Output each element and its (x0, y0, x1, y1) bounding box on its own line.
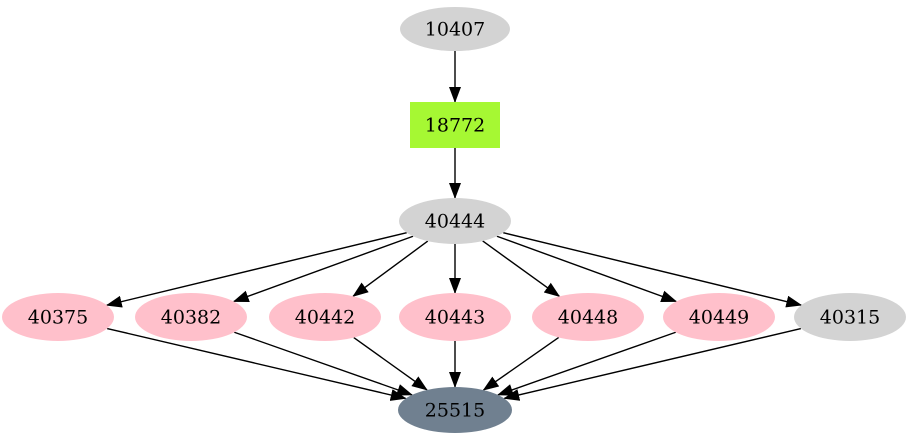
node-40443: 40443 (399, 293, 511, 341)
node-25515-shape (398, 387, 512, 433)
node-40382-shape (135, 293, 247, 341)
node-25515-label: 25515 (425, 399, 485, 421)
edge-40442-25515 (353, 337, 428, 391)
node-18772-shape (410, 102, 500, 148)
node-40448: 40448 (532, 293, 644, 341)
node-40382-label: 40382 (161, 306, 221, 328)
edge-40444-40449 (496, 235, 678, 303)
node-40443-shape (399, 293, 511, 341)
edge-40449-25515 (496, 331, 676, 396)
node-40315: 40315 (794, 293, 906, 341)
node-40448-label: 40448 (558, 306, 618, 328)
edges-layer (105, 51, 803, 401)
edge-40382-25515 (234, 331, 414, 396)
node-10407-label: 10407 (425, 18, 485, 40)
node-40315-label: 40315 (820, 306, 880, 328)
edge-40444-40382 (232, 235, 414, 303)
edge-40444-40375 (105, 231, 407, 308)
edge-40444-40448 (482, 240, 561, 297)
node-40375-shape (2, 293, 114, 341)
node-40448-shape (532, 293, 644, 341)
edge-40444-40315 (503, 232, 803, 308)
node-40444-shape (399, 198, 511, 244)
node-40449: 40449 (663, 293, 775, 341)
edge-40444-40442 (352, 240, 429, 297)
node-40442: 40442 (269, 293, 381, 341)
node-40449-shape (663, 293, 775, 341)
edge-40375-25515 (106, 327, 407, 401)
node-10407: 10407 (400, 7, 510, 51)
node-40444-label: 40444 (425, 210, 485, 232)
node-40382: 40382 (135, 293, 247, 341)
node-40443-label: 40443 (425, 306, 485, 328)
node-40375-label: 40375 (28, 306, 88, 328)
node-40315-shape (794, 293, 906, 341)
node-40444: 40444 (399, 198, 511, 244)
node-40442-label: 40442 (295, 306, 355, 328)
node-40449-label: 40449 (689, 306, 749, 328)
node-25515: 25515 (398, 387, 512, 433)
node-18772-label: 18772 (425, 114, 485, 136)
edge-40315-25515 (503, 327, 802, 401)
edge-40448-25515 (482, 336, 560, 391)
node-18772: 18772 (410, 102, 500, 148)
nodes-layer: 10407 18772 40444 40375 40382 40442 40443 40448… (2, 7, 906, 433)
node-40375: 40375 (2, 293, 114, 341)
node-40442-shape (269, 293, 381, 341)
node-10407-shape (400, 7, 510, 51)
